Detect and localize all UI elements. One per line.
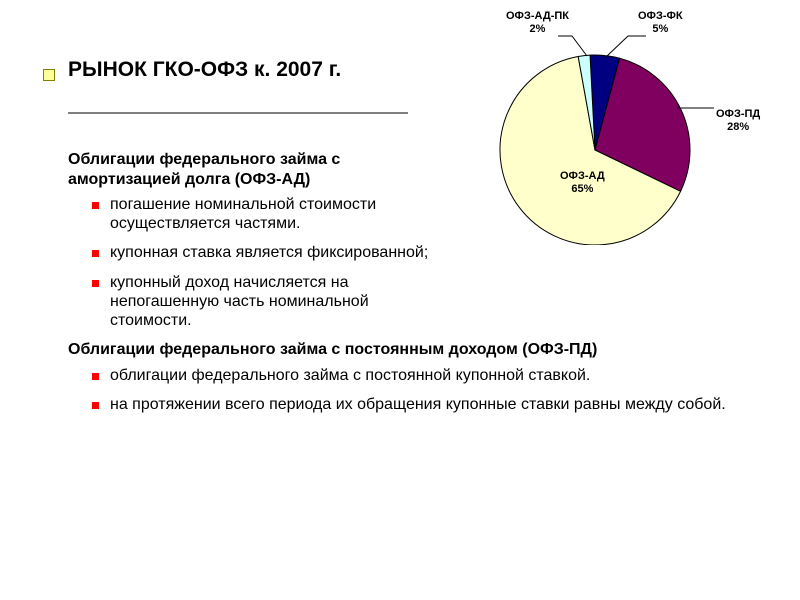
pie-slice-label: ОФЗ-ПД28% <box>716 108 760 133</box>
list-item: на протяжении всего периода их обращения… <box>110 395 776 414</box>
pie-slice-label: ОФЗ-АД-ПК2% <box>506 10 569 35</box>
list-item: облигации федерального займа с постоянно… <box>110 366 776 385</box>
list-ofz-ad: погашение номинальной стоимости осуществ… <box>40 195 450 330</box>
slide: РЫНОК ГКО-ОФЗ к. 2007 г. ОФЗ-ФК5% ОФЗ-ПД2… <box>0 0 800 600</box>
slide-title: РЫНОК ГКО-ОФЗ к. 2007 г. <box>68 58 398 83</box>
pie-slice-label: ОФЗ-ФК5% <box>638 10 683 35</box>
list-item: погашение номинальной стоимости осуществ… <box>110 195 450 233</box>
title-bullet-icon <box>43 69 55 81</box>
body-content: Облигации федерального займа с амортизац… <box>40 140 776 424</box>
list-item: купонный доход начисляется на непогашенн… <box>110 273 450 331</box>
heading-ofz-ad: Облигации федерального займа с амортизац… <box>40 150 418 189</box>
title-block: РЫНОК ГКО-ОФЗ к. 2007 г. <box>68 58 398 83</box>
list-ofz-pd: облигации федерального займа с постоянно… <box>40 366 776 414</box>
heading-ofz-pd: Облигации федерального займа с постоянны… <box>40 340 776 360</box>
pie-leader-line <box>558 36 587 56</box>
title-underline <box>68 112 408 114</box>
list-item: купонная ставка является фиксированной; <box>110 243 450 262</box>
pie-leader-line <box>606 36 646 57</box>
